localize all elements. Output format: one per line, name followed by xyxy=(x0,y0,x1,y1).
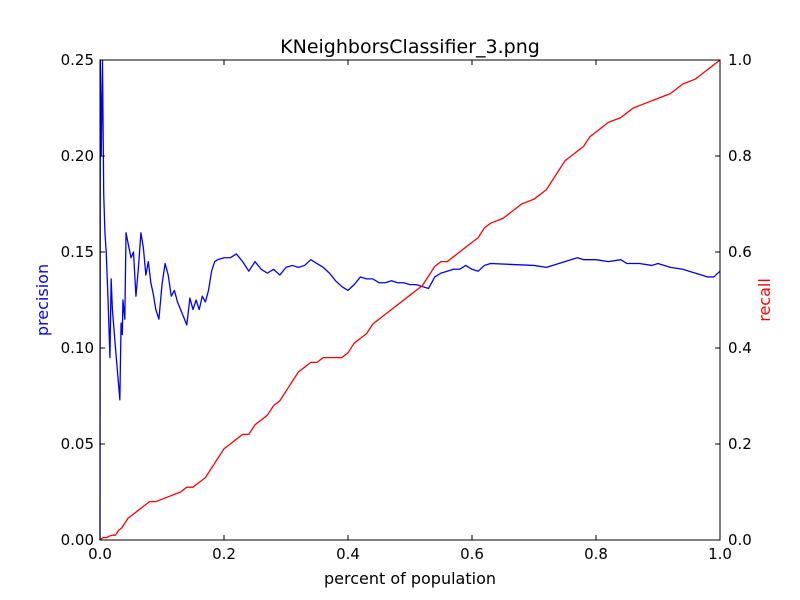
x-tick-label: 0.2 xyxy=(212,545,236,563)
y-axis-label-right: recall xyxy=(755,278,774,322)
left-axis-ticks: 0.00 0.05 0.10 0.15 0.20 0.25 xyxy=(61,51,105,549)
right-tick-label: 0.0 xyxy=(728,531,752,549)
right-tick-label: 0.6 xyxy=(728,243,752,261)
plot-frame xyxy=(99,59,721,541)
left-tick-label: 0.05 xyxy=(61,435,94,453)
x-tick-label: 0.6 xyxy=(460,545,484,563)
recall-line xyxy=(99,59,721,541)
right-axis-ticks: 0.0 0.2 0.4 0.6 0.8 1.0 xyxy=(715,51,752,549)
x-tick-label: 1.0 xyxy=(708,545,732,563)
left-tick-label: 0.00 xyxy=(61,531,94,549)
left-tick-label: 0.25 xyxy=(61,51,94,69)
right-tick-label: 1.0 xyxy=(728,51,752,69)
right-tick-label: 0.4 xyxy=(728,339,752,357)
x-tick-label: 0.0 xyxy=(88,545,112,563)
x-axis-ticks: 0.0 0.2 0.4 0.6 0.8 1.0 xyxy=(88,60,732,563)
plot-lines xyxy=(99,59,721,541)
y-axis-label-left: precision xyxy=(33,264,52,336)
chart-title: KNeighborsClassifier_3.png xyxy=(280,36,540,58)
precision-line xyxy=(99,59,721,541)
right-tick-label: 0.2 xyxy=(728,435,752,453)
right-tick-label: 0.8 xyxy=(728,147,752,165)
x-tick-label: 0.8 xyxy=(584,545,608,563)
x-axis-label: percent of population xyxy=(324,569,496,588)
left-tick-label: 0.10 xyxy=(61,339,94,357)
left-tick-label: 0.20 xyxy=(61,147,94,165)
left-tick-label: 0.15 xyxy=(61,243,94,261)
x-tick-label: 0.4 xyxy=(336,545,360,563)
